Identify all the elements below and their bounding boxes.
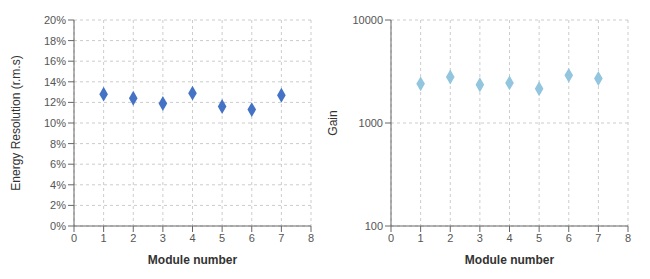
svg-text:Energy Resolution (r.m.s): Energy Resolution (r.m.s) xyxy=(9,55,23,190)
svg-text:5: 5 xyxy=(219,232,225,244)
svg-text:Gain: Gain xyxy=(326,110,340,135)
svg-text:7: 7 xyxy=(278,232,284,244)
svg-text:5: 5 xyxy=(536,232,542,244)
svg-text:4%: 4% xyxy=(50,179,66,191)
svg-text:14%: 14% xyxy=(44,76,66,88)
svg-text:2: 2 xyxy=(447,232,453,244)
svg-text:0: 0 xyxy=(388,232,394,244)
svg-text:Module number: Module number xyxy=(465,253,555,267)
svg-text:2%: 2% xyxy=(50,199,66,211)
svg-text:18%: 18% xyxy=(44,35,66,47)
svg-text:8: 8 xyxy=(625,232,631,244)
svg-text:6: 6 xyxy=(566,232,572,244)
svg-text:3: 3 xyxy=(160,232,166,244)
svg-text:4: 4 xyxy=(506,232,512,244)
svg-text:10000: 10000 xyxy=(352,14,383,26)
svg-text:12%: 12% xyxy=(44,96,66,108)
svg-text:1: 1 xyxy=(418,232,424,244)
svg-text:8%: 8% xyxy=(50,138,66,150)
svg-text:2: 2 xyxy=(130,232,136,244)
svg-text:3: 3 xyxy=(477,232,483,244)
svg-text:20%: 20% xyxy=(44,14,66,26)
svg-text:8: 8 xyxy=(308,232,314,244)
svg-text:0%: 0% xyxy=(50,220,66,232)
svg-text:1: 1 xyxy=(101,232,107,244)
svg-text:6: 6 xyxy=(249,232,255,244)
svg-text:16%: 16% xyxy=(44,55,66,67)
svg-text:100: 100 xyxy=(365,220,383,232)
svg-text:Module number: Module number xyxy=(148,253,238,267)
svg-text:6%: 6% xyxy=(50,158,66,170)
svg-text:1000: 1000 xyxy=(359,117,383,129)
svg-text:0: 0 xyxy=(71,232,77,244)
svg-text:10%: 10% xyxy=(44,117,66,129)
svg-text:7: 7 xyxy=(595,232,601,244)
svg-text:4: 4 xyxy=(189,232,195,244)
